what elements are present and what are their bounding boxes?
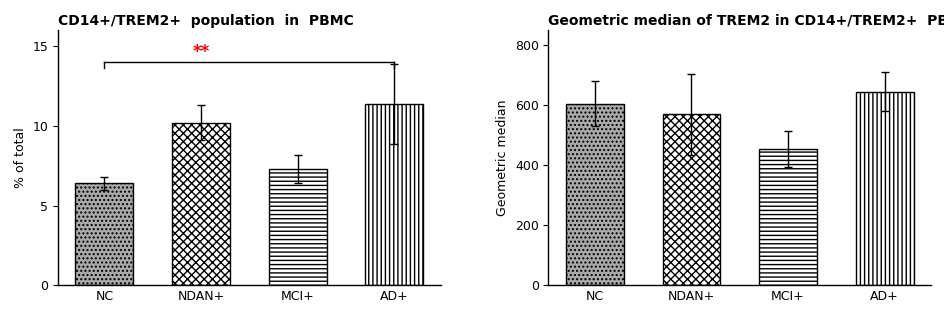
Bar [365, 104, 423, 285]
Bar [758, 149, 817, 285]
Bar [565, 104, 623, 285]
Bar [268, 169, 327, 285]
Y-axis label: % of total: % of total [14, 127, 26, 188]
Text: **: ** [193, 43, 210, 61]
Text: Geometric median of TREM2 in CD14+/TREM2+  PBMC: Geometric median of TREM2 in CD14+/TREM2… [548, 14, 944, 28]
Bar [76, 183, 133, 285]
Bar [855, 92, 913, 285]
Bar [662, 114, 719, 285]
Text: CD14+/TREM2+  population  in  PBMC: CD14+/TREM2+ population in PBMC [58, 14, 353, 28]
Bar [172, 123, 229, 285]
Y-axis label: Geometric median: Geometric median [496, 100, 509, 216]
